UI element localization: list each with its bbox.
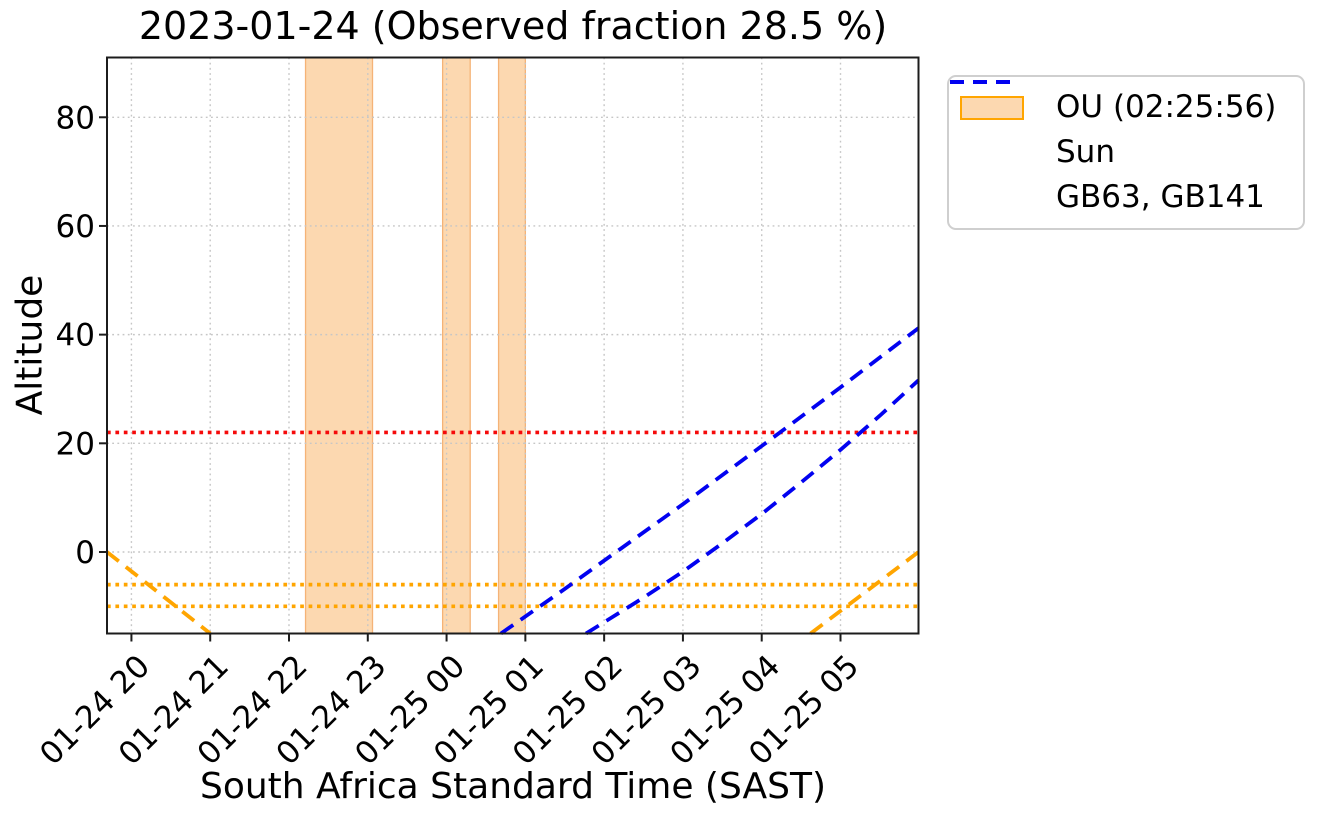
y-tick-label: 40 xyxy=(56,318,95,354)
y-tick-label: 20 xyxy=(56,426,95,462)
legend-label-observing-window: OU (02:25:56) xyxy=(1056,89,1277,125)
targets-dashed-line-swatch xyxy=(950,80,1014,84)
y-tick-label: 60 xyxy=(56,209,95,245)
y-axis-label: Altitude xyxy=(9,274,51,416)
axes-frame xyxy=(106,56,920,635)
y-tick-label: 80 xyxy=(56,100,95,136)
observing-window-swatch xyxy=(960,95,1024,120)
chart-title: 2023-01-24 (Observed fraction 28.5 %) xyxy=(138,4,888,48)
y-tick-label: 0 xyxy=(75,535,95,571)
legend: OU (02:25:56) Sun GB63, GB141 xyxy=(947,75,1305,230)
legend-item-observing-window: OU (02:25:56) xyxy=(960,92,1303,123)
legend-label-targets: GB63, GB141 xyxy=(1056,179,1265,215)
series-line-sun xyxy=(809,550,920,636)
series-line-gb63-gb141 xyxy=(585,378,920,636)
observing-window-band xyxy=(304,56,374,635)
legend-label-sun: Sun xyxy=(1056,134,1115,170)
x-axis-label: South Africa Standard Time (SAST) xyxy=(199,766,827,807)
legend-item-sun: Sun xyxy=(950,80,1303,170)
observing-window-band xyxy=(497,56,527,635)
legend-item-targets: GB63, GB141 xyxy=(950,80,1303,215)
series-line-sun xyxy=(105,550,212,635)
series-line-gb63-gb141 xyxy=(499,326,920,636)
